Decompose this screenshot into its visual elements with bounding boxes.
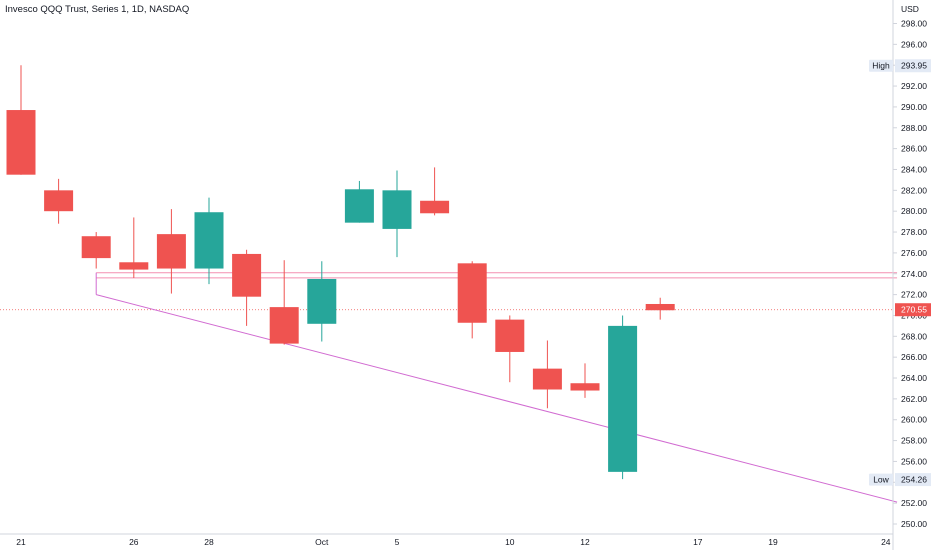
candle-body xyxy=(6,110,36,175)
y-tick-label: 250.00 xyxy=(901,519,927,529)
y-tick-label: 290.00 xyxy=(901,102,927,112)
candle-body xyxy=(307,278,337,324)
candle-4 xyxy=(156,209,186,294)
high-tag xyxy=(869,59,893,72)
y-tick-label: 284.00 xyxy=(901,164,927,174)
candle-body xyxy=(344,189,374,223)
x-tick-label: 24 xyxy=(881,537,891,547)
y-tick-label: 298.00 xyxy=(901,19,927,29)
y-tick-label: 272.00 xyxy=(901,290,927,300)
y-tick-label: 280.00 xyxy=(901,206,927,216)
y-tick-label: 288.00 xyxy=(901,123,927,133)
x-tick-label: 5 xyxy=(395,537,400,547)
low-tag xyxy=(869,473,893,486)
y-tick-label: 262.00 xyxy=(901,394,927,404)
y-tick-label: 252.00 xyxy=(901,498,927,508)
x-tick-label: 19 xyxy=(768,537,778,547)
candle-body xyxy=(232,253,262,297)
y-tick-label: 292.00 xyxy=(901,81,927,91)
current-price-value: 270.55 xyxy=(901,305,927,315)
candle-body xyxy=(570,383,600,391)
trendline[interactable] xyxy=(96,294,898,503)
candle-11 xyxy=(420,167,450,216)
candle-10 xyxy=(382,170,412,258)
candle-7 xyxy=(269,260,299,345)
candle-body xyxy=(645,303,675,311)
candle-9 xyxy=(344,180,374,223)
candle-1 xyxy=(44,178,74,224)
x-tick-label: 10 xyxy=(505,537,515,547)
y-tick-label: 258.00 xyxy=(901,436,927,446)
chart-title: Invesco QQQ Trust, Series 1, 1D, NASDAQ xyxy=(5,4,190,15)
current-price-box xyxy=(895,303,931,317)
candle-17 xyxy=(645,297,675,320)
candle-body xyxy=(495,319,525,352)
y-tick-label: 276.00 xyxy=(901,248,927,258)
candle-body xyxy=(44,190,74,212)
low-price-label: Low 254.26 xyxy=(869,473,931,487)
candle-2 xyxy=(81,232,111,269)
y-tick-label: 282.00 xyxy=(901,185,927,195)
candle-body xyxy=(608,325,638,472)
y-tick-label: 268.00 xyxy=(901,331,927,341)
high-price-label: High 293.95 xyxy=(869,59,931,73)
high-value-box xyxy=(895,59,931,73)
candles-layer[interactable] xyxy=(6,65,675,480)
candle-body xyxy=(194,212,224,269)
current-price-label: 270.55 xyxy=(895,303,931,317)
y-tick-label: 256.00 xyxy=(901,456,927,466)
price-axis[interactable]: 250.00252.00254.00256.00258.00260.00262.… xyxy=(893,19,927,530)
x-tick-label: 21 xyxy=(16,537,26,547)
candle-body xyxy=(532,368,562,390)
y-tick-label: 266.00 xyxy=(901,352,927,362)
candle-body xyxy=(119,262,149,270)
x-tick-label: 17 xyxy=(693,537,703,547)
price-labels: High 293.95 Low 254.26 270.55 xyxy=(869,59,931,487)
candle-12 xyxy=(457,261,487,339)
candle-body xyxy=(382,190,412,229)
candle-0 xyxy=(6,65,36,175)
low-value: 254.26 xyxy=(901,475,927,485)
high-tag-label: High xyxy=(872,61,890,71)
candle-6 xyxy=(232,249,262,326)
x-tick-label: 28 xyxy=(204,537,214,547)
y-tick-label: 260.00 xyxy=(901,415,927,425)
candle-5 xyxy=(194,197,224,285)
currency-label: USD xyxy=(901,4,919,14)
candle-13 xyxy=(495,315,525,383)
candle-16 xyxy=(608,315,638,480)
y-tick-label: 278.00 xyxy=(901,227,927,237)
candle-body xyxy=(156,234,186,269)
candle-8 xyxy=(307,261,337,342)
low-tag-label: Low xyxy=(873,475,889,485)
drawings-layer[interactable] xyxy=(0,272,898,503)
candle-body xyxy=(269,307,299,344)
y-tick-label: 296.00 xyxy=(901,39,927,49)
candle-15 xyxy=(570,363,600,398)
candle-3 xyxy=(119,217,149,278)
candle-body xyxy=(457,263,487,323)
y-tick-label: 286.00 xyxy=(901,144,927,154)
time-axis[interactable]: 21 26 28 Oct 5 10 12 17 19 24 xyxy=(16,537,891,547)
x-tick-label: Oct xyxy=(315,537,329,547)
candle-body xyxy=(420,200,450,214)
candle-14 xyxy=(532,340,562,409)
y-tick-label: 274.00 xyxy=(901,269,927,279)
y-tick-label: 264.00 xyxy=(901,373,927,383)
x-tick-label: 26 xyxy=(129,537,139,547)
candle-body xyxy=(81,236,111,259)
low-value-box xyxy=(895,473,931,487)
high-value: 293.95 xyxy=(901,61,927,71)
x-tick-label: 12 xyxy=(580,537,590,547)
